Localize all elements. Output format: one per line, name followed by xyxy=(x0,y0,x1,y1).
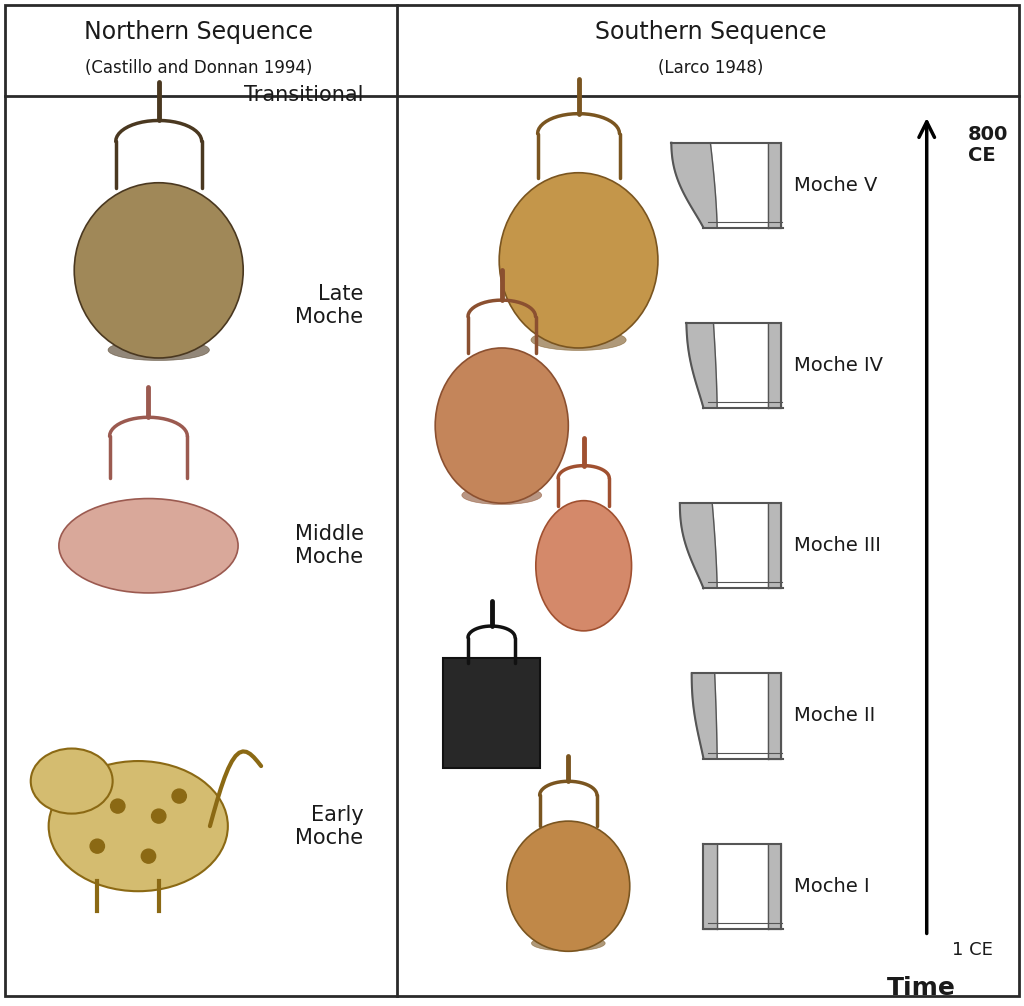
Polygon shape xyxy=(768,673,781,759)
Text: Middle
Moche: Middle Moche xyxy=(295,524,364,567)
Text: 1 CE: 1 CE xyxy=(952,942,993,960)
Text: Northern Sequence: Northern Sequence xyxy=(84,20,313,44)
Text: Moche IV: Moche IV xyxy=(794,356,883,375)
Polygon shape xyxy=(768,844,781,929)
Polygon shape xyxy=(672,143,717,227)
Circle shape xyxy=(111,799,125,813)
Circle shape xyxy=(172,789,186,803)
Polygon shape xyxy=(768,323,781,408)
Polygon shape xyxy=(686,323,717,408)
Circle shape xyxy=(141,849,156,863)
Text: Early
Moche: Early Moche xyxy=(295,805,364,848)
Text: 800
CE: 800 CE xyxy=(968,125,1008,165)
Text: (Larco 1948): (Larco 1948) xyxy=(658,59,763,77)
Text: (Castillo and Donnan 1994): (Castillo and Donnan 1994) xyxy=(85,59,312,77)
Ellipse shape xyxy=(435,348,568,503)
Ellipse shape xyxy=(49,761,227,891)
Ellipse shape xyxy=(507,821,630,952)
Polygon shape xyxy=(768,143,781,227)
Circle shape xyxy=(152,809,166,823)
Polygon shape xyxy=(703,844,717,929)
Text: Southern Sequence: Southern Sequence xyxy=(595,20,826,44)
Text: Moche II: Moche II xyxy=(794,706,874,725)
Text: Moche III: Moche III xyxy=(794,536,881,555)
Ellipse shape xyxy=(58,499,238,593)
Ellipse shape xyxy=(531,936,605,951)
Ellipse shape xyxy=(499,173,657,348)
Text: Moche I: Moche I xyxy=(794,876,869,895)
Ellipse shape xyxy=(109,339,210,360)
Ellipse shape xyxy=(462,486,542,504)
Ellipse shape xyxy=(530,329,626,350)
Bar xyxy=(442,658,541,768)
Ellipse shape xyxy=(74,183,244,358)
Text: Time: Time xyxy=(887,977,956,1000)
Text: Late
Moche: Late Moche xyxy=(295,284,364,327)
Circle shape xyxy=(90,839,104,853)
Ellipse shape xyxy=(31,748,113,814)
Polygon shape xyxy=(680,503,717,589)
Ellipse shape xyxy=(536,501,632,631)
Polygon shape xyxy=(691,673,717,759)
Polygon shape xyxy=(768,503,781,589)
Text: Moche V: Moche V xyxy=(794,176,877,195)
Text: Transitional: Transitional xyxy=(244,86,364,106)
